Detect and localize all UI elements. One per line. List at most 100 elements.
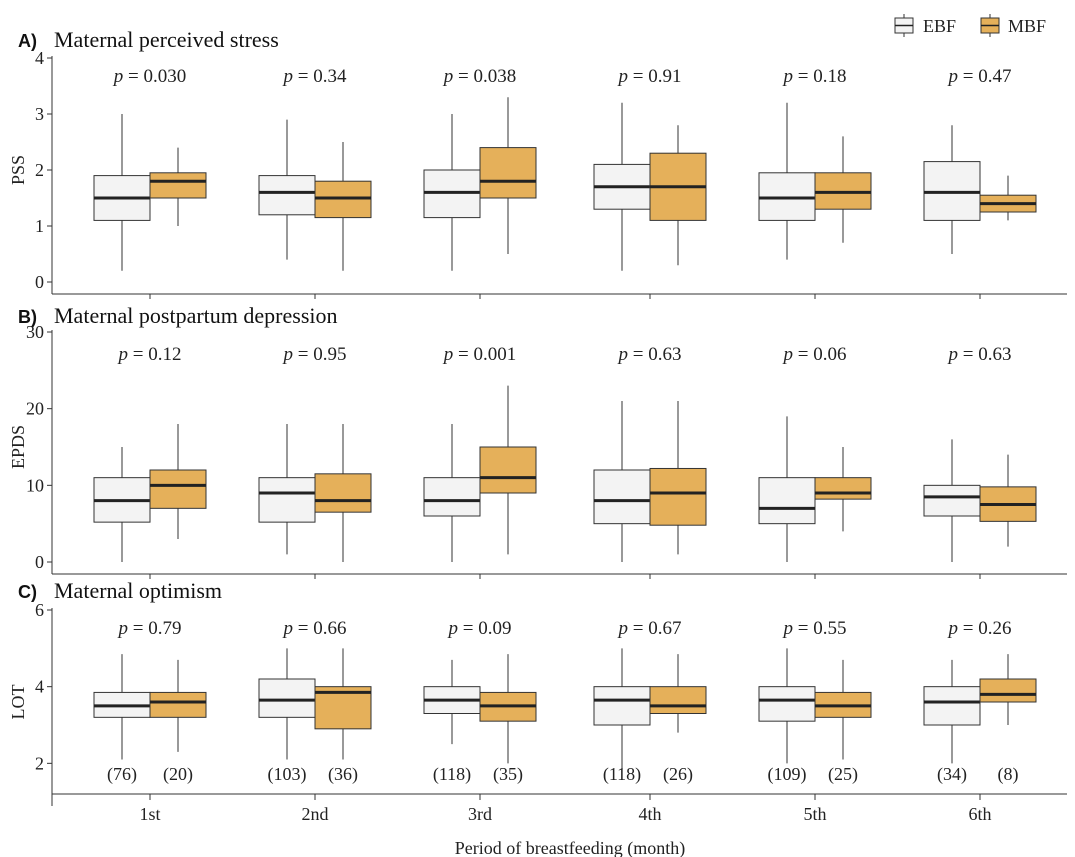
box-mbf bbox=[814, 659, 872, 760]
p-value-label: p = 0.26 bbox=[947, 618, 1012, 639]
box-mbf bbox=[979, 175, 1037, 221]
box-ebf bbox=[923, 125, 981, 254]
box-iqr bbox=[423, 477, 481, 517]
box-iqr bbox=[258, 175, 316, 216]
y-tick-label: 0 bbox=[35, 552, 44, 572]
box-mbf bbox=[314, 424, 372, 562]
panel-title: Maternal optimism bbox=[54, 578, 222, 603]
box-ebf bbox=[423, 659, 481, 745]
box-mbf bbox=[479, 97, 537, 254]
y-axis-title: EPDS bbox=[8, 425, 28, 469]
p-value-label: p = 0.95 bbox=[282, 344, 347, 365]
box-mbf bbox=[314, 142, 372, 271]
box-mbf bbox=[314, 648, 372, 760]
box-mbf bbox=[979, 454, 1037, 547]
p-value-label: p = 0.91 bbox=[617, 66, 682, 87]
box-ebf bbox=[423, 114, 481, 271]
box-mbf bbox=[649, 654, 707, 733]
box-iqr bbox=[149, 691, 207, 718]
panel-title: Maternal postpartum depression bbox=[54, 303, 338, 328]
sample-size-label: (20) bbox=[163, 764, 193, 785]
box-mbf bbox=[814, 447, 872, 532]
y-tick-label: 30 bbox=[26, 322, 44, 342]
legend-ebf-label: EBF bbox=[923, 16, 956, 36]
sample-size-label: (8) bbox=[998, 764, 1019, 785]
box-iqr bbox=[149, 469, 207, 509]
sample-size-label: (36) bbox=[328, 764, 358, 785]
x-tick-label: 6th bbox=[968, 804, 991, 824]
p-value-label: p = 0.038 bbox=[442, 66, 516, 87]
box-iqr bbox=[923, 484, 981, 517]
box-iqr bbox=[258, 477, 316, 523]
box-ebf bbox=[923, 659, 981, 764]
box-iqr bbox=[479, 446, 537, 494]
y-tick-label: 0 bbox=[35, 272, 44, 292]
x-axis: Period of breastfeeding (month) 1st 2nd 3r… bbox=[52, 793, 1067, 857]
sample-size-label: (109) bbox=[768, 764, 807, 785]
box-mbf bbox=[649, 125, 707, 266]
box-ebf bbox=[423, 424, 481, 562]
x-tick-label: 5th bbox=[803, 804, 826, 824]
sample-size-label: (26) bbox=[663, 764, 693, 785]
sample-size-label: (25) bbox=[828, 764, 858, 785]
x-tick-label: 1st bbox=[139, 804, 160, 824]
legend: EBF MBF bbox=[894, 14, 1046, 37]
panel-letter: C) bbox=[18, 582, 37, 602]
box-iqr bbox=[149, 172, 207, 199]
box-ebf bbox=[258, 424, 316, 555]
p-value-label: p = 0.34 bbox=[282, 66, 347, 87]
box-iqr bbox=[258, 678, 316, 718]
sample-size-label: (34) bbox=[937, 764, 967, 785]
p-value-label: p = 0.66 bbox=[282, 618, 347, 639]
box-mbf bbox=[649, 401, 707, 555]
box-ebf bbox=[258, 648, 316, 760]
p-value-label: p = 0.001 bbox=[442, 344, 516, 365]
sample-size-label: (118) bbox=[433, 764, 471, 785]
box-ebf bbox=[258, 119, 316, 260]
sample-size-label: (118) bbox=[603, 764, 641, 785]
panel-1: A) Maternal perceived stress 0 1 2 3 4 PSS p = 0… bbox=[8, 27, 1067, 299]
p-value-label: p = 0.67 bbox=[617, 618, 682, 639]
x-tick-label: 4th bbox=[638, 804, 661, 824]
p-value-label: p = 0.06 bbox=[782, 344, 847, 365]
box-mbf bbox=[149, 147, 207, 226]
box-mbf bbox=[149, 424, 207, 539]
box-iqr bbox=[814, 477, 872, 500]
y-tick-label: 2 bbox=[35, 753, 44, 773]
sample-size-label: (76) bbox=[107, 764, 137, 785]
box-iqr bbox=[758, 477, 816, 525]
panel-3: C) Maternal optimism 2 4 6 LOT p = 0.79 p = 0.6… bbox=[8, 578, 1037, 806]
x-tick-label: 2nd bbox=[302, 804, 329, 824]
p-value-label: p = 0.63 bbox=[947, 344, 1012, 365]
y-tick-label: 3 bbox=[35, 104, 44, 124]
box-ebf bbox=[93, 114, 151, 271]
sample-size-label: (35) bbox=[493, 764, 523, 785]
sample-size-label: (103) bbox=[268, 764, 307, 785]
y-tick-label: 10 bbox=[26, 475, 44, 495]
y-tick-label: 6 bbox=[35, 600, 44, 620]
p-value-label: p = 0.09 bbox=[447, 618, 512, 639]
p-value-label: p = 0.18 bbox=[782, 66, 847, 87]
box-mbf bbox=[479, 654, 537, 764]
y-tick-label: 4 bbox=[35, 48, 44, 68]
box-iqr bbox=[649, 686, 707, 715]
panel-letter: A) bbox=[18, 31, 37, 51]
box-mbf bbox=[149, 659, 207, 752]
panel-title: Maternal perceived stress bbox=[54, 27, 279, 52]
box-iqr bbox=[923, 686, 981, 726]
box-mbf bbox=[814, 136, 872, 243]
box-iqr bbox=[593, 686, 651, 726]
y-tick-label: 4 bbox=[35, 677, 44, 697]
y-axis-title: PSS bbox=[8, 155, 28, 185]
p-value-label: p = 0.030 bbox=[112, 66, 186, 87]
x-tick-label: 3rd bbox=[468, 804, 492, 824]
box-ebf bbox=[93, 447, 151, 562]
box-ebf bbox=[593, 102, 651, 271]
panel-2: B) Maternal postpartum depression 0 10 20 30 E… bbox=[8, 303, 1067, 579]
box-iqr bbox=[758, 686, 816, 722]
box-mbf bbox=[979, 654, 1037, 725]
legend-mbf-label: MBF bbox=[1008, 16, 1046, 36]
box-ebf bbox=[593, 648, 651, 771]
box-ebf bbox=[758, 102, 816, 260]
